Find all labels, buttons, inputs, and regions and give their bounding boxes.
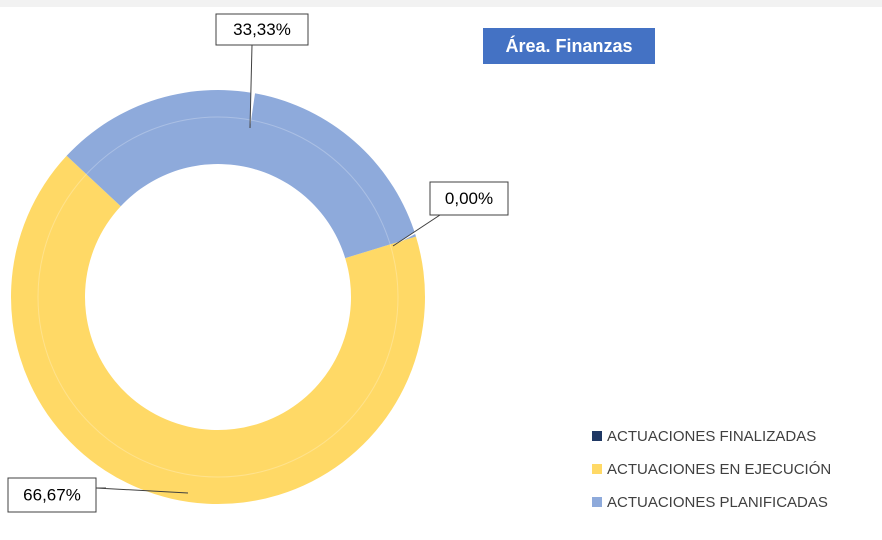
label-box <box>429 181 509 216</box>
label-box <box>7 477 97 513</box>
top-strip <box>0 0 882 7</box>
legend-swatch <box>592 431 602 441</box>
data-label: 0,00% <box>445 189 493 208</box>
title-box <box>483 28 655 64</box>
legend-label: ACTUACIONES EN EJECUCIÓN <box>607 461 831 478</box>
data-label: 66,67% <box>23 485 81 504</box>
legend-label: ACTUACIONES FINALIZADAS <box>607 428 816 445</box>
legend-swatch <box>592 497 602 507</box>
legend-swatch <box>592 464 602 474</box>
data-label: 33,33% <box>233 20 291 39</box>
inner-ring <box>37 116 399 478</box>
chart-title: Área. Finanzas <box>505 35 632 56</box>
legend-label: ACTUACIONES PLANIFICADAS <box>607 494 828 511</box>
label-box <box>215 13 309 46</box>
donut-slice <box>10 155 426 505</box>
donut-slice <box>66 90 416 259</box>
